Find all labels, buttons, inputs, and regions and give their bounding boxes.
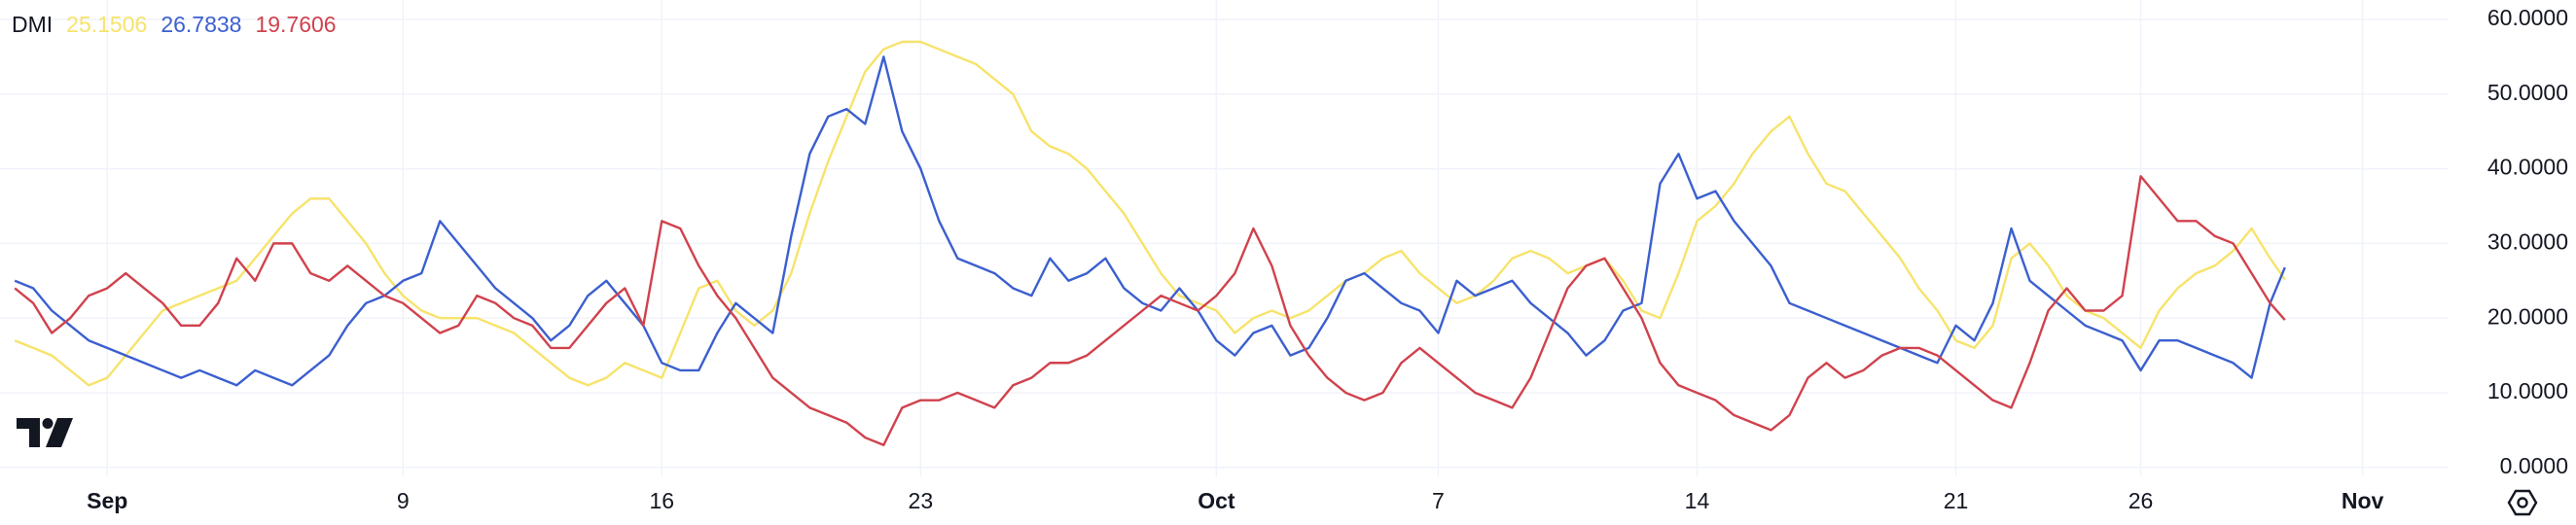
- labels: 0.0000 10.0000 20.0000 30.0000 40.0000 50.000…: [87, 5, 2568, 513]
- y-tick-label: 40.0000: [2487, 155, 2568, 180]
- logo-part: [17, 418, 40, 447]
- y-tick-label: 50.0000: [2487, 80, 2568, 105]
- dmi-line: [14, 55, 2286, 387]
- logo-part: [42, 418, 54, 429]
- y-tick-label: 30.0000: [2487, 228, 2568, 254]
- x-tick-label: Nov: [2342, 488, 2384, 513]
- x-tick-label: Oct: [1198, 488, 1235, 513]
- current-value: 19.7606: [255, 12, 336, 37]
- indicator-name: DMI: [12, 12, 53, 37]
- y-tick-label: 0.0000: [2500, 453, 2568, 478]
- lines: [14, 40, 2286, 446]
- x-tick-label: 23: [909, 488, 934, 513]
- y-tick-label: 10.0000: [2487, 378, 2568, 403]
- dmi-line: [14, 40, 2286, 387]
- current-value: 25.1506: [66, 12, 147, 37]
- x-tick-label: 14: [1685, 488, 1710, 513]
- grid: [0, 0, 2448, 476]
- logo-part: [46, 418, 73, 447]
- settings-icon[interactable]: [2507, 489, 2538, 516]
- x-tick-label: 9: [397, 488, 410, 513]
- x-tick-label: 16: [650, 488, 675, 513]
- y-tick-label: 60.0000: [2487, 5, 2568, 30]
- settings-center[interactable]: [2517, 497, 2528, 508]
- x-tick-label: 26: [2129, 488, 2154, 513]
- current-value: 26.7838: [161, 12, 241, 37]
- x-tick-label: 21: [1944, 488, 1969, 513]
- dmi-line: [14, 175, 2286, 446]
- x-tick-label: Sep: [87, 488, 127, 513]
- y-tick-label: 20.0000: [2487, 303, 2568, 329]
- settings-hexagon[interactable]: [2507, 489, 2538, 516]
- tradingview-logo: [17, 418, 73, 447]
- x-tick-label: 7: [1432, 488, 1445, 513]
